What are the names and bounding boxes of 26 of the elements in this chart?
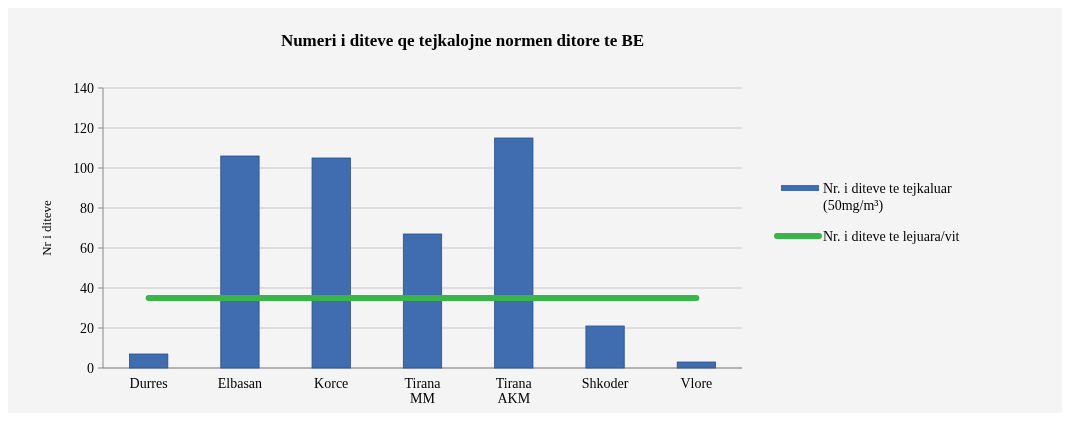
y-tick-label: 80 — [80, 200, 94, 216]
x-tick-label: Elbasan — [217, 376, 263, 391]
x-tick-label: Korce — [314, 376, 349, 391]
y-tick-label: 140 — [73, 80, 94, 96]
legend-label: Nr. i diteve te tejkaluar (50mg/m³) — [823, 180, 953, 214]
y-tick-label: 20 — [80, 320, 94, 336]
bar — [129, 353, 169, 369]
y-tick-label: 100 — [73, 160, 94, 176]
chart-title: Numeri i diteve qe tejkalojne normen ditore te BE — [280, 31, 645, 50]
y-tick-label: 40 — [80, 280, 94, 296]
bar — [311, 157, 351, 369]
bar — [585, 325, 625, 369]
x-tick-label: Tirana MM — [404, 376, 442, 406]
bar — [220, 155, 260, 369]
x-tick-label: Tirana AKM — [495, 376, 533, 406]
x-tick-label: Shkoder — [581, 376, 629, 391]
bar — [402, 233, 443, 369]
bar — [676, 361, 716, 369]
y-tick-label: 120 — [73, 120, 94, 136]
y-tick-label: 0 — [87, 360, 94, 376]
y-axis-title: Nr i diteve — [39, 199, 54, 256]
y-tick-label: 60 — [80, 240, 94, 256]
bar — [494, 137, 534, 369]
x-tick-label: Durres — [129, 376, 168, 391]
legend-label: Nr. i diteve te lejuara/vit — [823, 228, 960, 244]
x-tick-label: Vlore — [680, 376, 713, 391]
